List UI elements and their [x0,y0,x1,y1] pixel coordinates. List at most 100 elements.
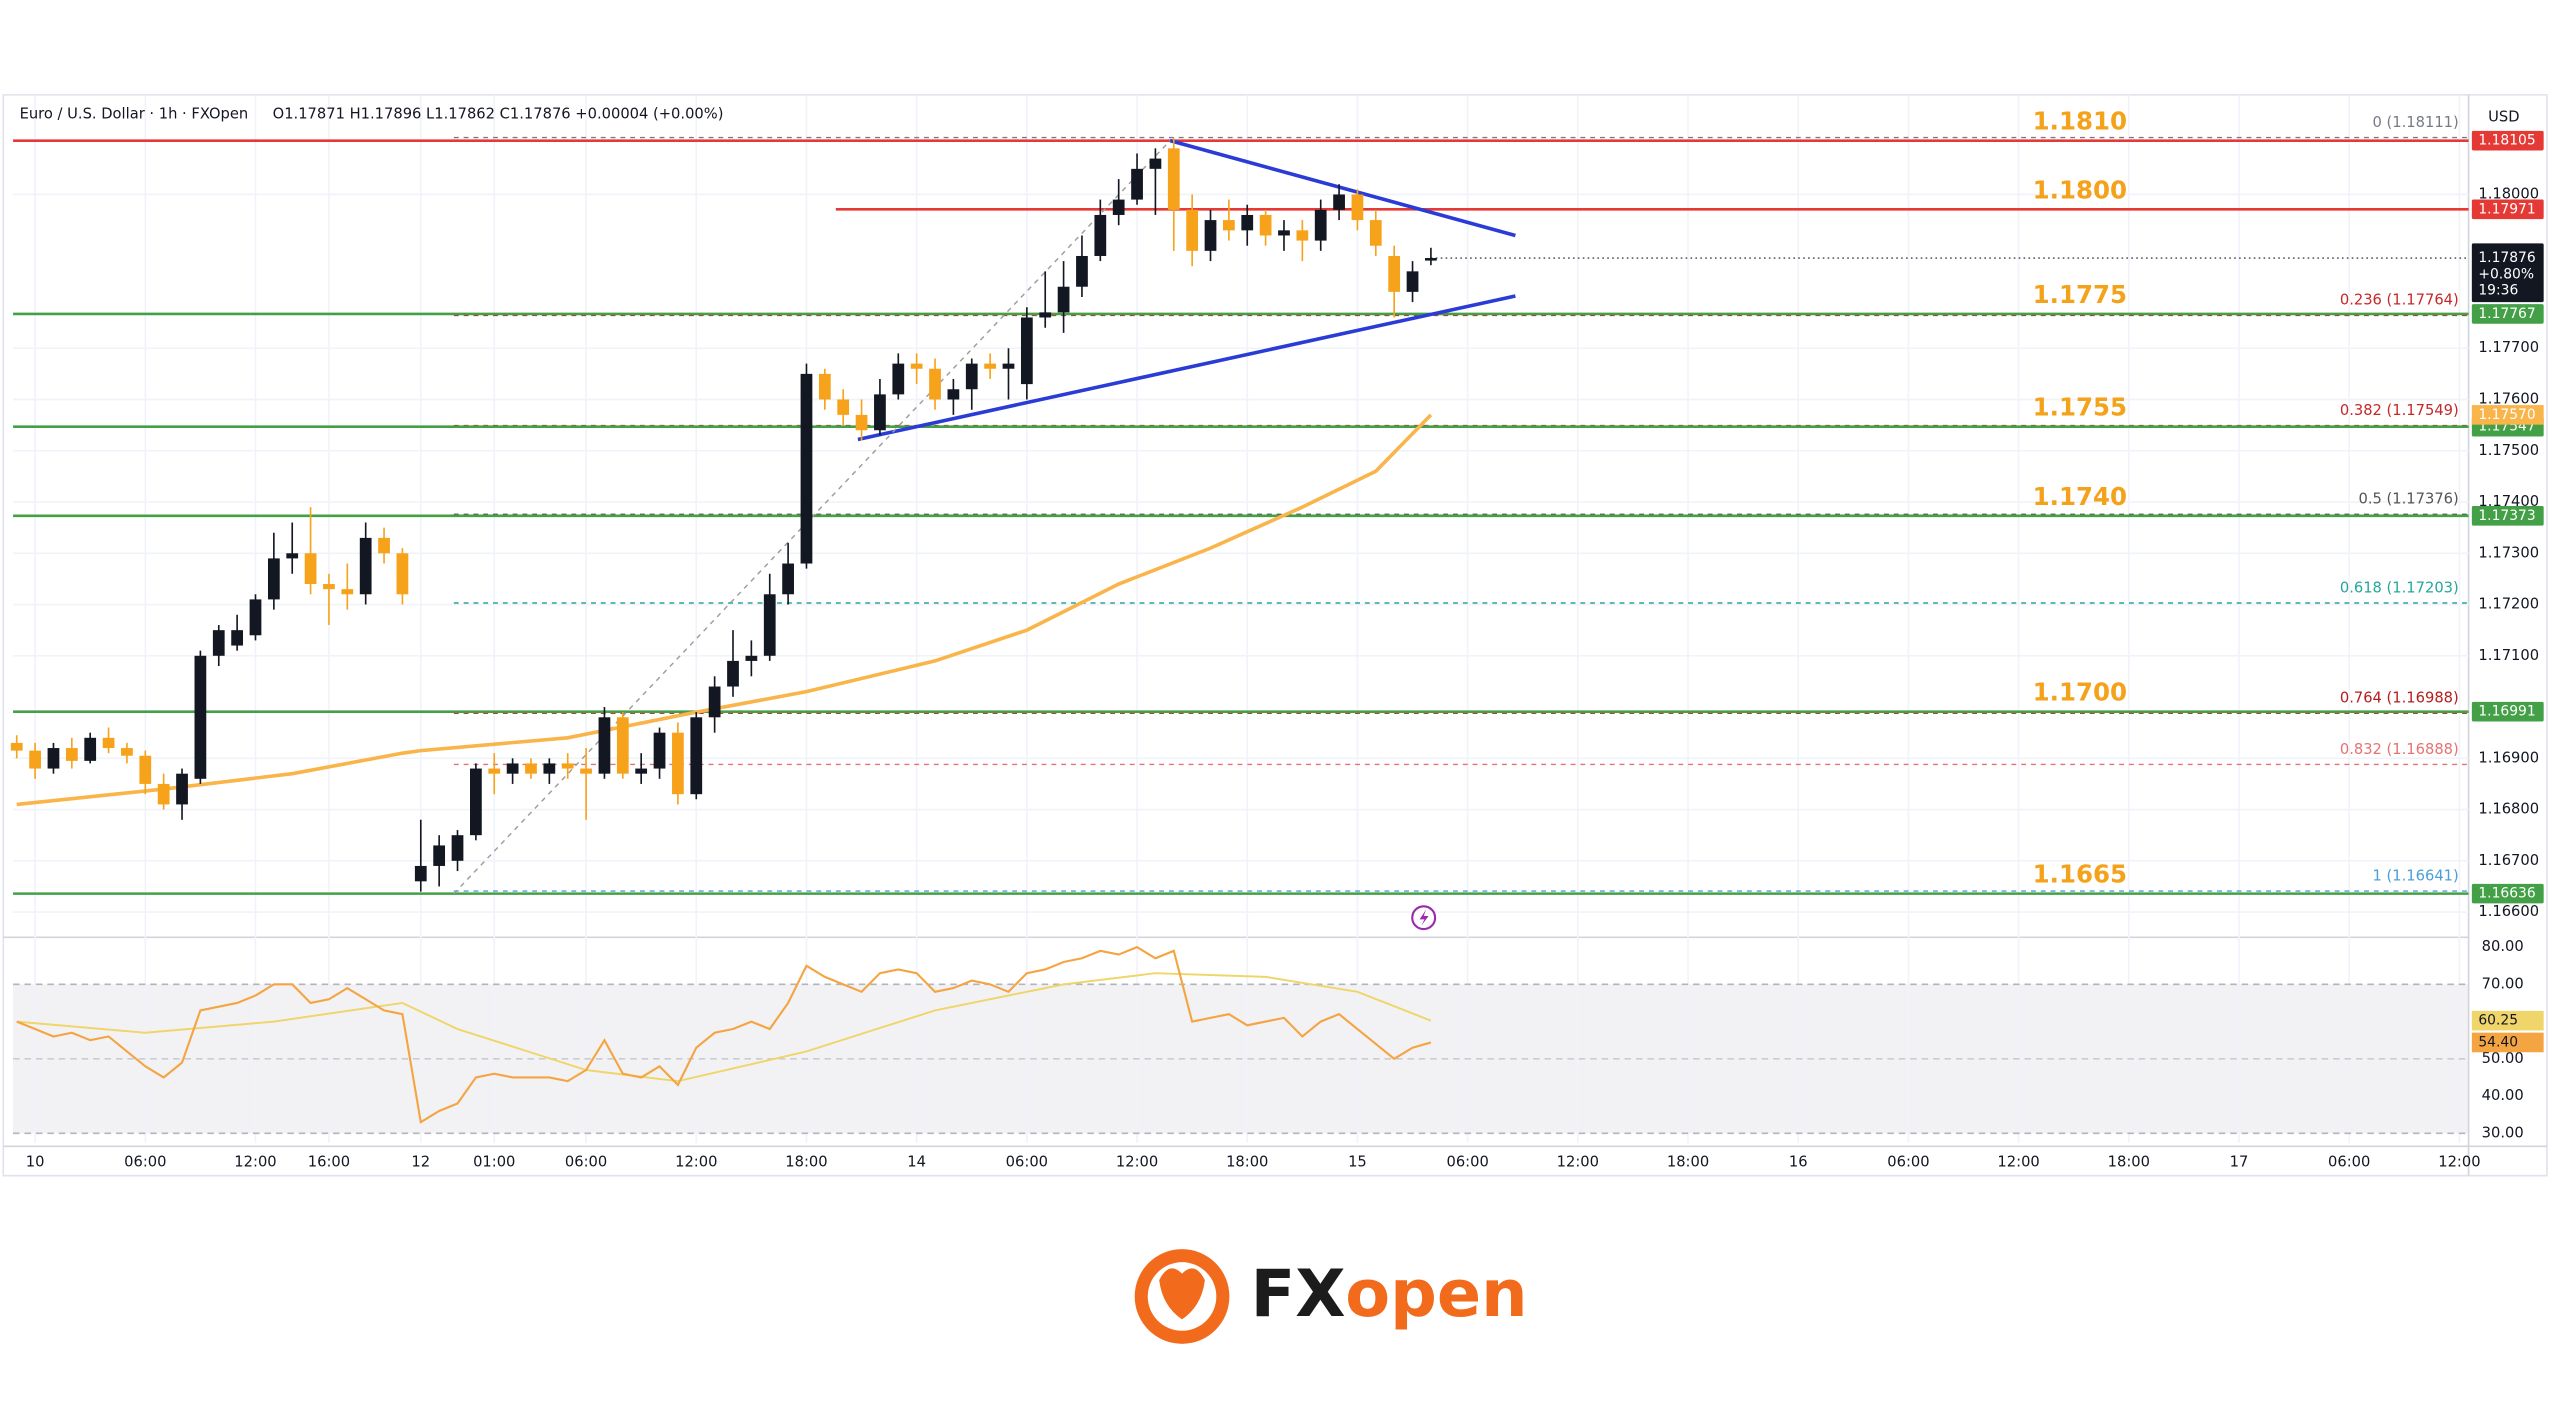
logo: FX open [1134,1249,1528,1344]
moving-average [16,413,1433,807]
candle-body [139,755,152,784]
level-badge-label: 1.16991 [2478,704,2535,720]
candle-body [874,394,886,431]
candle-body [47,748,60,769]
candle-body [1314,209,1327,241]
candle-body [616,717,629,774]
candle-body [212,630,225,656]
candle-body [65,748,78,761]
candle-body [286,553,299,559]
candle-body [433,845,446,866]
level-badge-label: 1.17373 [2478,508,2535,524]
candle-body [727,660,739,687]
candle-body [1167,148,1180,210]
candle-body [525,763,537,774]
candle-body [451,835,464,861]
candle-body [708,686,721,718]
rsi-ma-line [16,972,1432,1083]
level-badge-label: 1.18105 [2478,133,2535,149]
candle-body [1278,230,1290,236]
candle-body [892,363,905,395]
logo-text-left: FX [1251,1256,1346,1332]
last-price-label: 1.17876 [2478,250,2535,266]
candle-body [543,763,556,774]
x-tick-label: 06:00 [565,1154,607,1171]
candle-body [855,414,868,431]
x-tick-label: 06:00 [124,1154,166,1171]
candle-body [910,363,923,369]
candle-body [1351,194,1364,221]
level-label: 1.1740 [2033,482,2127,511]
rsi-tick-label: 80.00 [2482,938,2524,955]
candle-body [102,737,115,749]
y-tick-label: 1.17700 [2478,339,2539,356]
candle-body [653,732,666,769]
x-tick-label: 01:00 [473,1154,515,1171]
candle-body [690,717,703,795]
candle-body [1296,230,1309,241]
logo-text-right: open [1345,1256,1527,1332]
level-badge-label: 1.17767 [2478,306,2535,322]
level-badge [2471,506,2544,526]
x-tick-label: 06:00 [1006,1154,1048,1171]
fib-label: 0.764 (1.16988) [2340,690,2459,707]
candle-body [598,717,611,774]
y-tick-label: 1.17200 [2478,596,2539,613]
rsi-tick-label: 50.00 [2482,1050,2524,1067]
rsi-tick-label: 30.00 [2482,1124,2524,1141]
candle-body [1204,220,1217,251]
candle-body [561,763,574,769]
y-tick-label: 1.16600 [2478,903,2539,920]
rsi-ma-badge-label: 60.25 [2478,1013,2518,1029]
candle-body [359,537,372,595]
candle-body [488,768,501,774]
x-tick-label: 16 [1789,1154,1808,1171]
candle-body [800,373,813,564]
fib-label: 0 (1.18111) [2373,114,2459,131]
level-badge [2471,701,2544,722]
x-tick-label: 12:00 [1997,1154,2039,1171]
fib-label: 1 (1.16641) [2373,867,2459,884]
candle-body [10,742,23,751]
x-tick-label: 12 [411,1154,430,1171]
candle-body [947,389,960,400]
y-tick-label: 1.17100 [2478,647,2539,664]
fib-label: 0.618 (1.17203) [2340,579,2459,596]
level-label: 1.1755 [2033,393,2127,422]
trendline [857,294,1516,442]
candle-body [249,599,262,636]
x-tick-label: 12:00 [1116,1154,1158,1171]
candle-body [929,368,941,400]
level-badge [2471,883,2544,904]
chart-layer: 10 06:00 12:00 16:00 12 01:00 06:00 12:00 18:00 1… [10,94,2544,1171]
candle-body [1186,209,1199,251]
candle-body [470,768,482,836]
chart-title: Euro / U.S. Dollar · 1h · FXOpen [20,105,249,122]
candle-body [1002,363,1015,369]
x-tick-label: 12:00 [234,1154,276,1171]
candle-body [782,563,794,595]
y-tick-label: 1.18000 [2478,185,2539,202]
candle-body [1112,199,1125,215]
candle-body [1406,271,1419,292]
x-tick-label: 14 [907,1154,926,1171]
rsi-badge-label: 54.40 [2478,1034,2518,1050]
y-tick-label: 1.16900 [2478,749,2539,766]
rsi-line [16,945,1432,1124]
candle-body [1131,168,1143,200]
rsi-tick-label: 40.00 [2482,1087,2524,1104]
rsi-ma-badge [2471,1010,2544,1031]
level-label: 1.1700 [2033,678,2127,707]
x-tick-label: 17 [2230,1154,2249,1171]
candle-body [84,737,97,761]
x-tick-label: 15 [1348,1154,1367,1171]
candle-body [1076,255,1088,287]
fib-label: 0.382 (1.17549) [2340,402,2459,419]
level-label: 1.1810 [2033,107,2127,136]
logo-bull [1159,1268,1205,1320]
x-tick-label: 18:00 [785,1154,827,1171]
level-badge [2471,199,2544,220]
candle-body [1039,312,1052,318]
candle-body [1259,214,1272,236]
